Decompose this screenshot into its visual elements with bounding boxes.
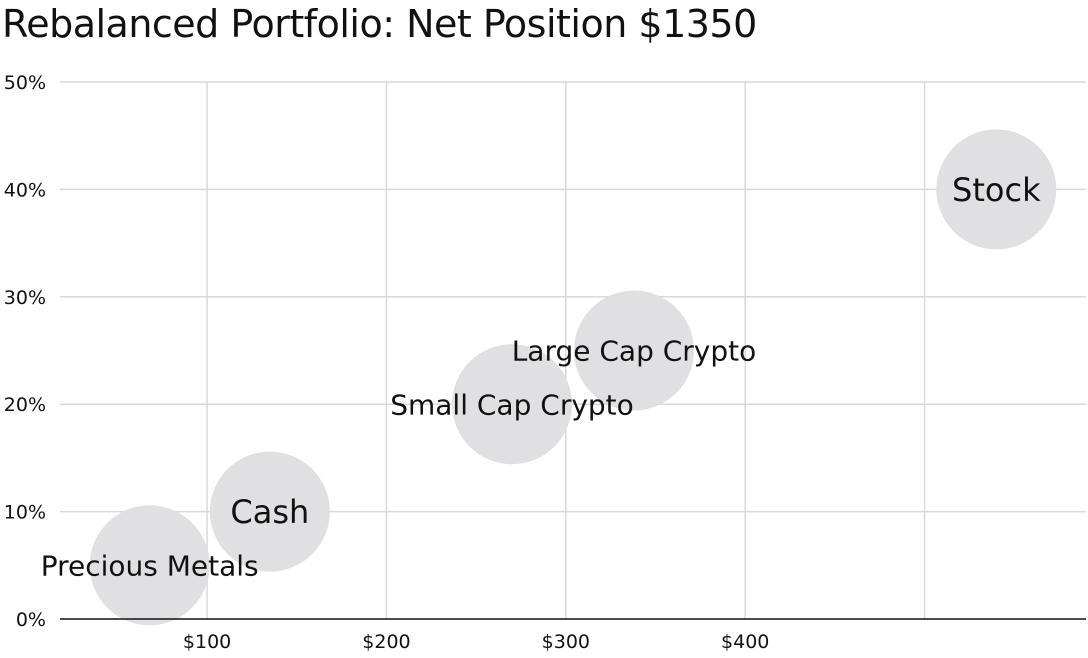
x-tick-label: $300: [542, 631, 590, 653]
x-tick-label: $200: [362, 631, 410, 653]
bubble-labels: Precious Metals Cash Small Cap Crypto Large…: [41, 171, 1041, 582]
bubble-small-cap-crypto: [452, 344, 573, 465]
bubbles: [89, 129, 1057, 626]
x-tick-label: $100: [183, 631, 231, 653]
bubble-stock: [936, 129, 1057, 250]
x-tick-label: $400: [721, 631, 769, 653]
y-tick-label: 10%: [4, 502, 46, 524]
y-tick-label: 30%: [4, 287, 46, 309]
bubble-label-cash: Cash: [230, 493, 309, 531]
bubble-cash: [209, 451, 330, 572]
tick-labels: 0% 10% 20% 30% 40% 50% $100 $200 $300 $400: [4, 72, 770, 653]
chart-title: Rebalanced Portfolio: Net Position $1350: [2, 2, 757, 46]
bubble-label-stock: Stock: [952, 171, 1041, 209]
bubble-label-large-cap-crypto: Large Cap Crypto: [512, 335, 757, 368]
y-tick-label: 20%: [4, 394, 46, 416]
y-tick-label: 0%: [16, 609, 46, 631]
bubble-large-cap-crypto: [573, 290, 694, 411]
y-tick-label: 50%: [4, 72, 46, 94]
bubble-label-small-cap-crypto: Small Cap Crypto: [390, 388, 634, 421]
bubble-precious-metals: [89, 505, 210, 626]
bubble-label-precious-metals: Precious Metals: [41, 549, 259, 582]
y-tick-label: 40%: [4, 179, 46, 201]
